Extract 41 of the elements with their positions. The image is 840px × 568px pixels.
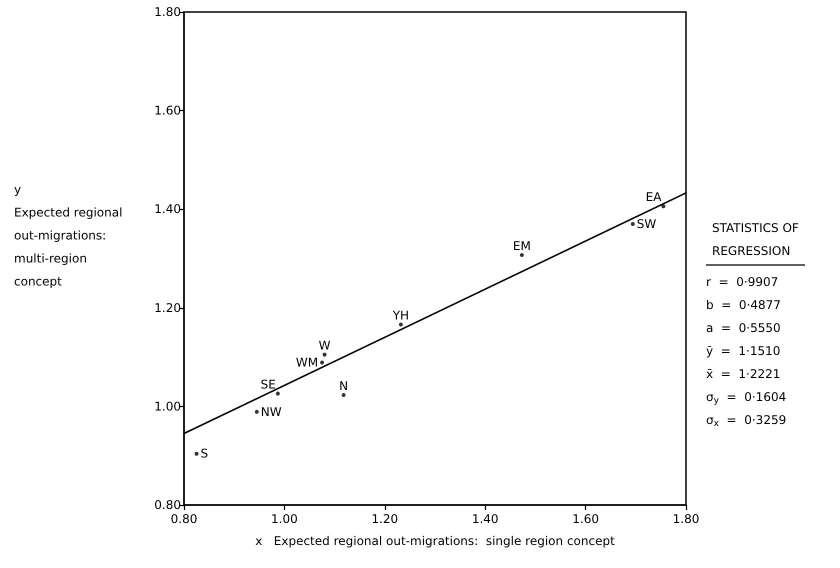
annotation: EA	[646, 190, 662, 204]
point	[520, 253, 524, 258]
annotation: NW	[260, 404, 282, 419]
y-tick-label: 0.80	[154, 498, 181, 512]
text: ȳ = 1·1510	[706, 344, 780, 358]
y-tick-label: 1.80	[154, 5, 181, 19]
x-tick-label: 1.60	[572, 512, 599, 526]
point	[630, 222, 635, 226]
annotation: W	[318, 338, 331, 353]
annotation: YH	[392, 308, 410, 323]
y-tick-label: 1.60	[154, 104, 181, 118]
y-axis-title: y Expected regional out-migrations: multi-region concept	[14, 182, 122, 288]
text: STATISTICS OF	[712, 221, 799, 235]
annotation: EM	[512, 239, 531, 254]
text: r = 0·9907	[706, 275, 778, 289]
x-tick-label: 0.80	[170, 512, 198, 526]
annotation: WM	[296, 356, 318, 370]
x-tick-label: 1.00	[271, 512, 298, 526]
annotation: S	[200, 446, 208, 461]
y-tick-label: 1.00	[154, 399, 181, 414]
annotation: SE	[260, 378, 276, 392]
point	[661, 204, 666, 208]
annotation: N	[339, 379, 348, 394]
point	[194, 452, 199, 456]
point	[320, 360, 324, 365]
point	[276, 392, 280, 396]
point	[398, 322, 403, 327]
point	[254, 410, 259, 414]
x-tick-label: 1.20	[371, 512, 398, 526]
text: a = 0·5550	[706, 321, 781, 335]
x-tick-label: 1.80	[672, 512, 700, 526]
annotation: SW	[636, 216, 656, 231]
text: x̄ = 1·2221	[706, 367, 780, 381]
text: b = 0·4877	[706, 298, 781, 312]
y-tick-label: 1.20	[154, 300, 181, 315]
y-tick-label: 1.40	[154, 202, 181, 216]
point	[322, 352, 327, 357]
point	[342, 393, 346, 398]
text: REGRESSION	[712, 244, 790, 258]
x-tick-label: 1.40	[472, 512, 499, 526]
x-axis-title: x Expected regional out-migrations: single region concept	[255, 534, 616, 548]
